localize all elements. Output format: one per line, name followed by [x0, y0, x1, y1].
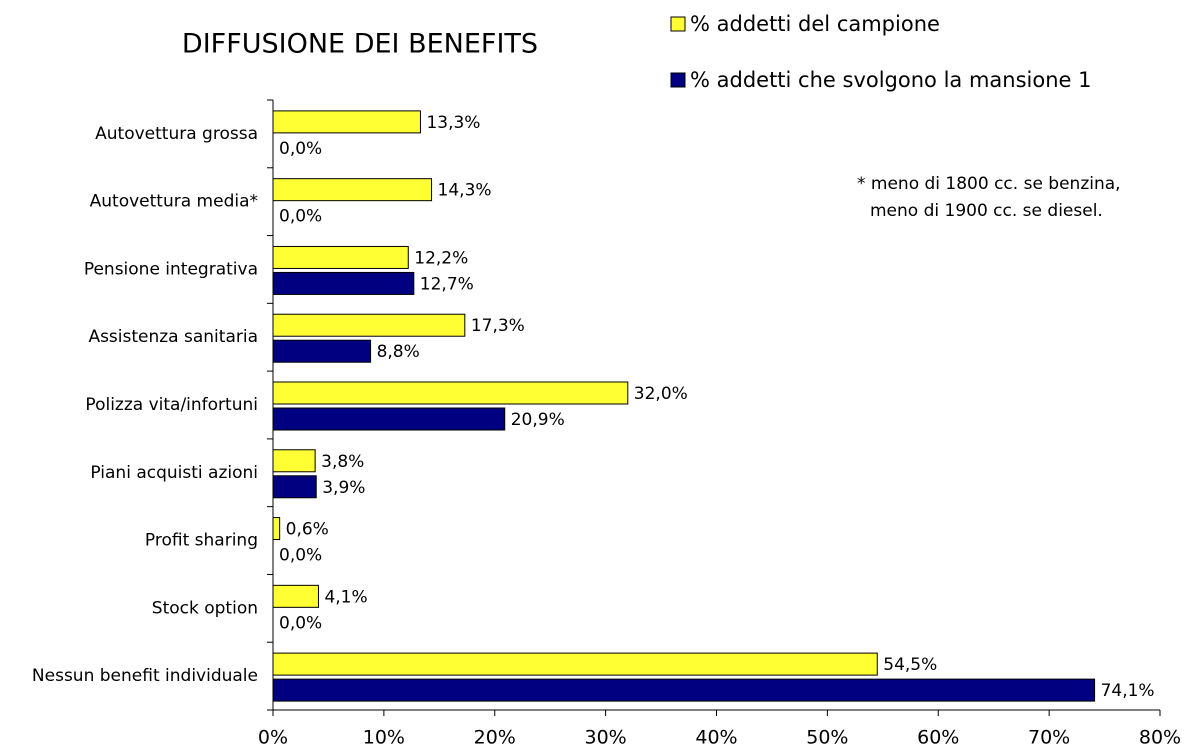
- y-tick-label: Nessun benefit individuale: [32, 666, 258, 686]
- bar: [272, 517, 281, 541]
- data-label: 0,0%: [279, 546, 322, 566]
- data-label: 4,1%: [324, 587, 367, 607]
- chart-title: DIFFUSIONE DEI BENEFITS: [182, 29, 538, 60]
- x-tick-label: 70%: [1028, 727, 1070, 749]
- legend-swatch: [670, 16, 686, 32]
- data-label: 20,9%: [511, 410, 565, 430]
- y-tick-label: Pensione integrativa: [84, 259, 258, 279]
- data-label: 0,0%: [279, 139, 322, 159]
- data-label: 0,6%: [286, 520, 329, 540]
- legend-label: % addetti del campione: [690, 12, 940, 36]
- legend-label: % addetti che svolgono la mansione 1: [690, 68, 1091, 92]
- x-tick-label: 40%: [695, 727, 737, 749]
- bar: [272, 245, 409, 269]
- y-tick-label: Polizza vita/infortuni: [85, 395, 258, 415]
- x-tick-label: 60%: [917, 727, 959, 749]
- data-label: 0,0%: [279, 613, 322, 633]
- legend-swatch: [670, 72, 686, 88]
- bar: [272, 584, 319, 608]
- y-tick-label: Profit sharing: [145, 531, 258, 551]
- bar: [272, 110, 421, 134]
- bar: [272, 475, 317, 499]
- y-tick-label: Stock option: [152, 598, 258, 618]
- bar: [272, 313, 466, 337]
- data-label: 8,8%: [377, 342, 420, 362]
- x-tick-label: 80%: [1139, 727, 1181, 749]
- annotation: meno di 1900 cc. se diesel.: [870, 201, 1103, 221]
- y-tick-label: Autovettura media*: [90, 192, 258, 212]
- data-label: 32,0%: [634, 384, 688, 404]
- bar: [272, 407, 506, 431]
- bar: [272, 339, 372, 363]
- data-label: 3,9%: [322, 478, 365, 498]
- data-label: 14,3%: [438, 181, 492, 201]
- y-tick-label: Piani acquisti azioni: [90, 463, 258, 483]
- x-tick-label: 10%: [363, 727, 405, 749]
- data-label: 54,5%: [883, 655, 937, 675]
- bar: [272, 449, 316, 473]
- bar: [272, 678, 1096, 702]
- data-label: 13,3%: [426, 113, 480, 133]
- x-tick-label: 0%: [258, 727, 288, 749]
- y-tick-label: Autovettura grossa: [95, 124, 258, 144]
- y-tick-label: Assistenza sanitaria: [88, 327, 258, 347]
- data-label: 12,7%: [420, 274, 474, 294]
- annotation: * meno di 1800 cc. se benzina,: [857, 174, 1121, 194]
- x-tick-label: 30%: [585, 727, 627, 749]
- data-label: 3,8%: [321, 452, 364, 472]
- bar: [272, 178, 433, 202]
- data-label: 74,1%: [1101, 681, 1155, 701]
- x-tick-label: 50%: [806, 727, 848, 749]
- bar: [272, 652, 878, 676]
- data-label: 12,2%: [414, 248, 468, 268]
- bar: [272, 381, 629, 405]
- bar: [272, 271, 415, 295]
- data-label: 17,3%: [471, 316, 525, 336]
- data-label: 0,0%: [279, 207, 322, 227]
- x-tick-label: 20%: [474, 727, 516, 749]
